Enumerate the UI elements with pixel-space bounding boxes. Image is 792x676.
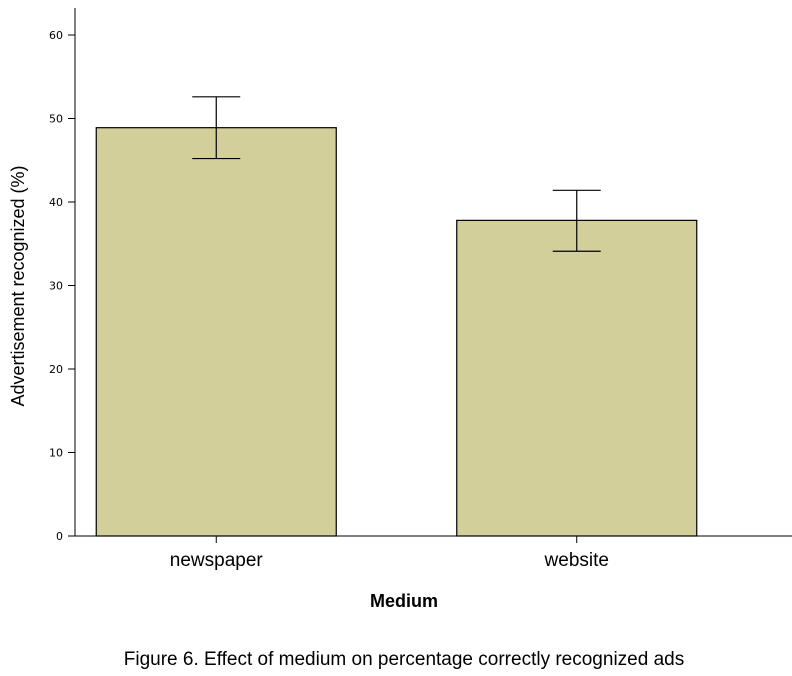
y-tick-label: 20: [49, 363, 63, 376]
figure-caption: Figure 6. Effect of medium on percentage…: [124, 649, 684, 670]
bars: [95, 127, 698, 537]
x-tick-label: website: [544, 550, 609, 571]
y-tick-label: 60: [49, 29, 63, 42]
y-ticks: 0 10 20 30 40 50 60: [49, 29, 75, 543]
x-tick-label: newspaper: [170, 550, 264, 571]
bar-newspaper: [95, 127, 337, 537]
y-tick-label: 30: [49, 280, 63, 293]
x-ticks: newspaper website: [170, 536, 609, 571]
bar-website: [456, 219, 698, 537]
x-axis: newspaper website: [75, 535, 792, 571]
y-tick-label: 50: [49, 113, 63, 126]
y-axis-title: Advertisement recognized (%): [8, 165, 28, 406]
y-axis: 0 10 20 30 40 50 60: [49, 8, 76, 543]
x-axis-title: Medium: [370, 591, 438, 611]
y-tick-label: 40: [49, 196, 63, 209]
y-tick-label: 10: [49, 447, 63, 460]
y-tick-label: 0: [56, 530, 63, 543]
error-bars: [192, 96, 601, 252]
